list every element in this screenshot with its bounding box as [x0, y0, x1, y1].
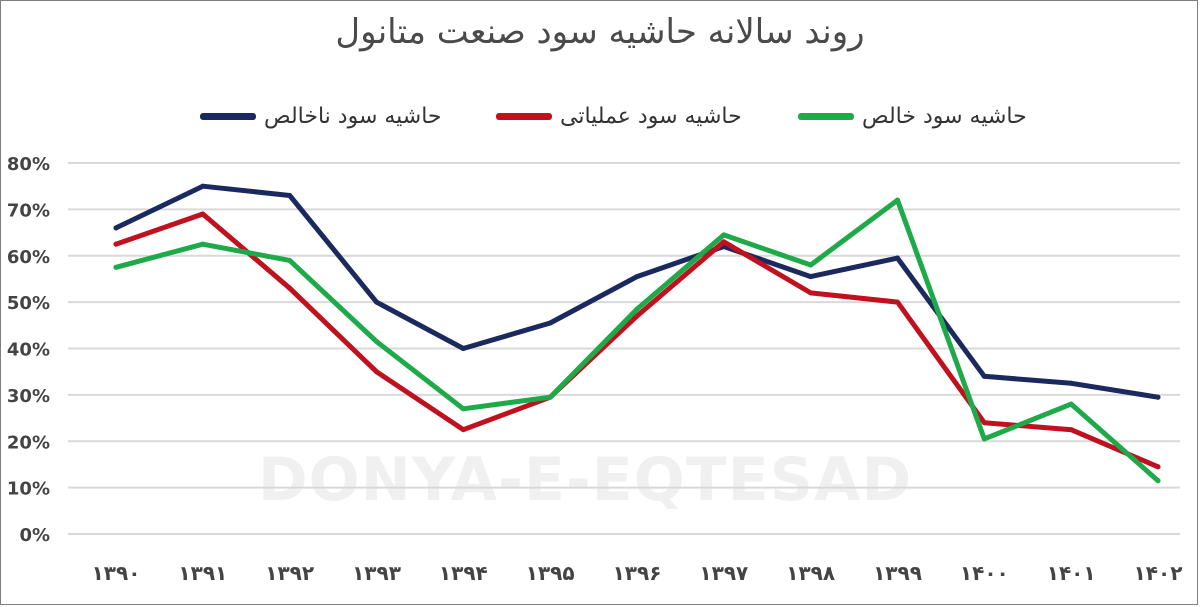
series-1-point-10 — [981, 420, 987, 426]
x-tick-label-3: ۱۳۹۳ — [352, 561, 401, 585]
series-0-point-11 — [1068, 380, 1074, 386]
y-axis-ticks: 0% 10% 20% 30% 40% 50% 60% 70% 80% — [7, 154, 50, 546]
legend-item-gross: حاشیه سود ناخالص — [200, 98, 442, 134]
series-0-point-8 — [808, 274, 814, 280]
series-0-point-3 — [374, 299, 379, 305]
series-1-point-8 — [808, 290, 814, 296]
series-1-point-4 — [460, 427, 466, 433]
watermark-text: DONYA-E-EQTESAD — [257, 445, 913, 515]
series-2-point-2 — [287, 257, 293, 263]
series-0-point-1 — [200, 183, 206, 189]
series-2-point-10 — [981, 436, 987, 442]
series-0-point-4 — [460, 346, 466, 351]
legend-item-operating: حاشیه سود عملیاتی — [496, 98, 742, 134]
x-tick-label-12: ۱۴۰۲ — [1134, 561, 1183, 585]
series-2-point-1 — [200, 241, 206, 247]
y-tick-label-0: 0% — [19, 525, 50, 546]
legend-swatch-operating — [496, 112, 552, 120]
y-tick-label-6: 60% — [7, 247, 50, 268]
x-tick-label-11: ۱۴۰۱ — [1047, 561, 1096, 585]
series-0-point-12 — [1155, 394, 1161, 400]
series-2-point-4 — [460, 406, 466, 412]
series-2-point-9 — [895, 197, 900, 203]
series-0-point-9 — [895, 255, 900, 261]
series-2-point-6 — [634, 306, 640, 312]
y-tick-label-7: 70% — [7, 200, 50, 221]
series-line-0 — [113, 183, 1161, 400]
y-tick-label-1: 10% — [7, 479, 50, 500]
series-1-point-3 — [374, 369, 379, 375]
x-tick-label-1: ۱۳۹۱ — [178, 561, 227, 585]
series-line-2 — [113, 197, 1161, 484]
y-tick-label-3: 30% — [7, 386, 50, 407]
legend-swatch-net — [798, 112, 854, 120]
series-2-point-8 — [808, 262, 814, 268]
legend-label-operating: حاشیه سود عملیاتی — [560, 103, 742, 129]
y-tick-label-5: 50% — [7, 293, 50, 314]
series-0-point-10 — [981, 373, 987, 379]
x-tick-label-5: ۱۳۹۵ — [526, 561, 575, 585]
series-1-point-6 — [634, 313, 640, 319]
y-tick-label-2: 20% — [7, 432, 50, 453]
gridlines — [68, 162, 1180, 535]
series-2-point-11 — [1068, 401, 1074, 407]
series-1-point-0 — [113, 241, 119, 247]
x-tick-label-7: ۱۳۹۷ — [699, 561, 748, 585]
series-0-point-0 — [113, 225, 119, 231]
series-2-point-3 — [374, 339, 379, 345]
legend-item-net: حاشیه سود خالص — [798, 98, 1027, 134]
series-0-point-5 — [547, 320, 553, 326]
series-1-point-9 — [895, 299, 900, 305]
series-0-point-2 — [287, 192, 293, 198]
x-axis-ticks: ۱۳۹۰ ۱۳۹۱ ۱۳۹۲ ۱۳۹۳ ۱۳۹۴ ۱۳۹۵ ۱۳۹۶ ۱۳۹۷ ۱۳۹۸ ۱۳۹۹… — [92, 561, 1183, 585]
series-line-1 — [113, 211, 1161, 470]
series-1-point-1 — [200, 211, 206, 217]
x-tick-label-4: ۱۳۹۴ — [439, 561, 488, 585]
legend-swatch-gross — [200, 112, 256, 120]
x-tick-label-8: ۱۳۹۸ — [786, 561, 835, 585]
y-tick-label-8: 80% — [7, 154, 50, 175]
x-tick-label-9: ۱۳۹۹ — [873, 561, 922, 585]
series-1-point-2 — [287, 285, 293, 291]
x-tick-label-2: ۱۳۹۲ — [265, 561, 314, 585]
series-2-point-5 — [547, 394, 553, 400]
series-1-point-11 — [1068, 427, 1074, 433]
legend-label-gross: حاشیه سود ناخالص — [264, 103, 442, 129]
series-2-point-0 — [113, 264, 119, 270]
series-lines — [113, 183, 1161, 484]
series-1-point-7 — [721, 239, 727, 245]
x-tick-label-0: ۱۳۹۰ — [92, 561, 141, 585]
chart-title: روند سالانه حاشیه سود صنعت متانول — [335, 12, 865, 52]
y-tick-label-4: 40% — [7, 340, 50, 361]
series-1-point-12 — [1155, 464, 1161, 470]
series-2-point-12 — [1155, 478, 1161, 484]
series-0-point-6 — [634, 274, 640, 280]
legend-label-net: حاشیه سود خالص — [862, 103, 1027, 129]
series-2-point-7 — [721, 232, 727, 238]
x-tick-label-6: ۱۳۹۶ — [613, 561, 662, 585]
x-tick-label-10: ۱۴۰۰ — [960, 561, 1009, 585]
